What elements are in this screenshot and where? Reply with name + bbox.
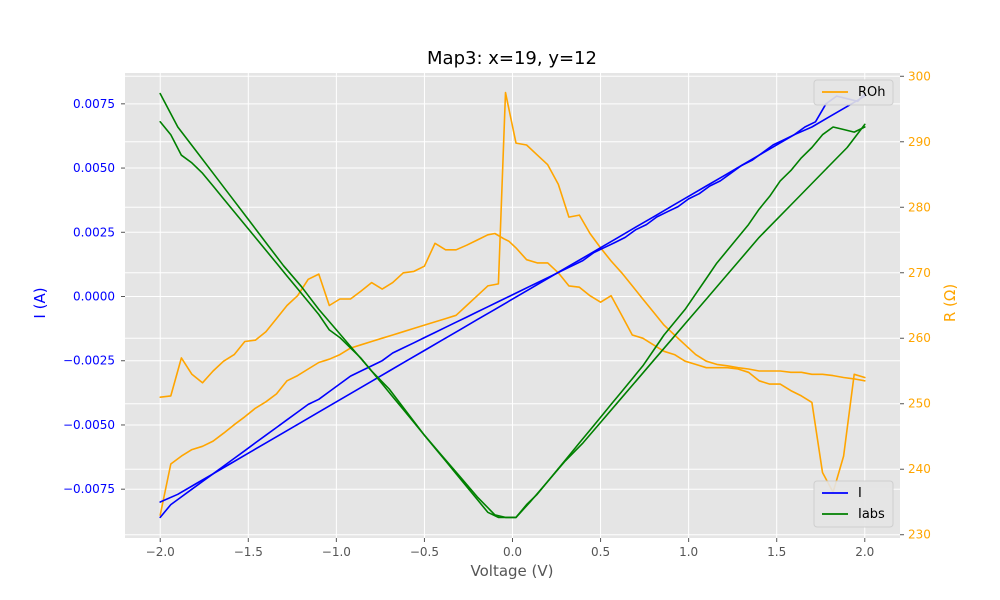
y-left-tick-label: −0.0075 (63, 482, 115, 496)
legend-current: I Iabs (813, 480, 894, 528)
series-roh-line (159, 91, 866, 516)
x-tick-label: −0.5 (410, 545, 439, 559)
y-left-axis-title: I (A) (31, 287, 49, 318)
x-tick-label: 0.5 (591, 545, 610, 559)
x-tick-label: −2.0 (146, 545, 175, 559)
legend-resistance-box (813, 79, 894, 106)
y-left-tick-label: 0.0050 (73, 161, 115, 175)
y-right-tick-label: 290 (908, 135, 931, 149)
legend-i-label: I (858, 486, 862, 501)
y-right-tick-label: 230 (908, 528, 931, 542)
series-roh-line (159, 232, 866, 494)
y-left-tick-label: −0.0050 (63, 418, 115, 432)
x-tick-label: 1.0 (679, 545, 698, 559)
axis-layer: −2.0 −1.5 −1.0 −0.5 0.0 0.5 1.0 1.5 2.0 −0.0075 −0… (63, 69, 931, 559)
series-iabs-line (159, 92, 866, 519)
chart-title: Map3: x=19, y=12 (427, 48, 597, 69)
x-axis-title: Voltage (V) (471, 562, 554, 580)
y-left-tick-label: 0.0075 (73, 97, 115, 111)
x-tick-label: −1.0 (322, 545, 351, 559)
series-layer (159, 91, 866, 519)
legend-iabs-label: Iabs (858, 507, 885, 522)
y-right-tick-label: 280 (908, 200, 931, 214)
legend-roh-label: ROh (858, 85, 886, 100)
x-tick-label: 2.0 (855, 545, 874, 559)
y-right-tick-label: 240 (908, 462, 931, 476)
y-right-axis-title: R (Ω) (941, 284, 959, 322)
y-right-tick-label: 260 (908, 331, 931, 345)
y-left-tick-label: −0.0025 (63, 354, 115, 368)
x-tick-label: 1.5 (767, 545, 786, 559)
x-tick-label: 0.0 (503, 545, 522, 559)
series-i-line (159, 95, 866, 503)
y-right-tick-label: 250 (908, 397, 931, 411)
y-right-tick-label: 300 (908, 69, 931, 83)
legend-resistance: ROh (813, 79, 894, 106)
y-left-tick-label: 0.0000 (73, 290, 115, 304)
y-right-tick-label: 270 (908, 266, 931, 280)
x-tick-label: −1.5 (234, 545, 263, 559)
y-left-tick-label: 0.0025 (73, 225, 115, 239)
